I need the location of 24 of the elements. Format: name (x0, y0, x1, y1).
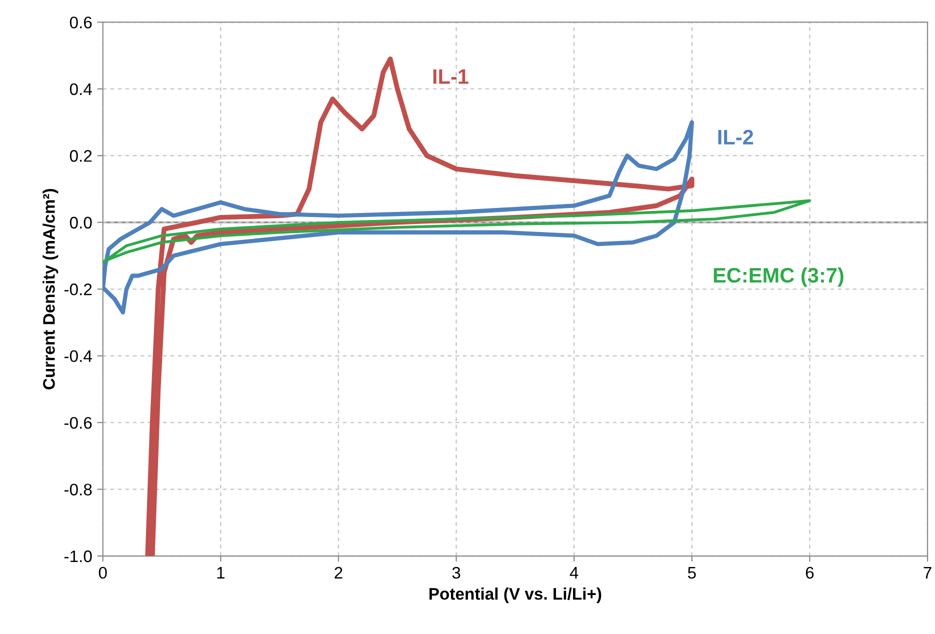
x-tick-label: 6 (806, 566, 814, 579)
y-tick-label: 0.6 (70, 16, 92, 28)
x-tick-label: 7 (924, 567, 932, 579)
y-tick-label: -0.6 (64, 416, 92, 429)
text: EC:EMC (3:7) (714, 267, 844, 287)
y-tick-label: 0.2 (70, 150, 92, 162)
x-tick-label: 2 (334, 566, 342, 579)
x-tick-label: 0 (98, 566, 107, 579)
x-tick-label: 5 (688, 567, 696, 579)
x-axis-title: Potential (V vs. Li/Li+) (429, 588, 602, 604)
line-series (102, 199, 812, 264)
y-tick-label: -0.4 (64, 350, 92, 362)
series-label: IL-1 (433, 69, 468, 84)
y-tick-label: -0.8 (64, 484, 92, 496)
y-tick-label: -1.0 (64, 550, 92, 562)
y-tick-label: 0.4 (70, 83, 92, 96)
x-tick-label: 3 (452, 566, 460, 579)
x-tick-label: 1 (217, 567, 224, 579)
y-tick-label: -0.2 (64, 284, 92, 296)
series-label: IL-2 (718, 130, 754, 144)
line-series (102, 120, 694, 315)
x-tick-label: 4 (570, 567, 578, 579)
y-axis-title: Current Density (mA/cm²) (42, 188, 58, 390)
y-tick-label: 0.0 (70, 216, 92, 229)
